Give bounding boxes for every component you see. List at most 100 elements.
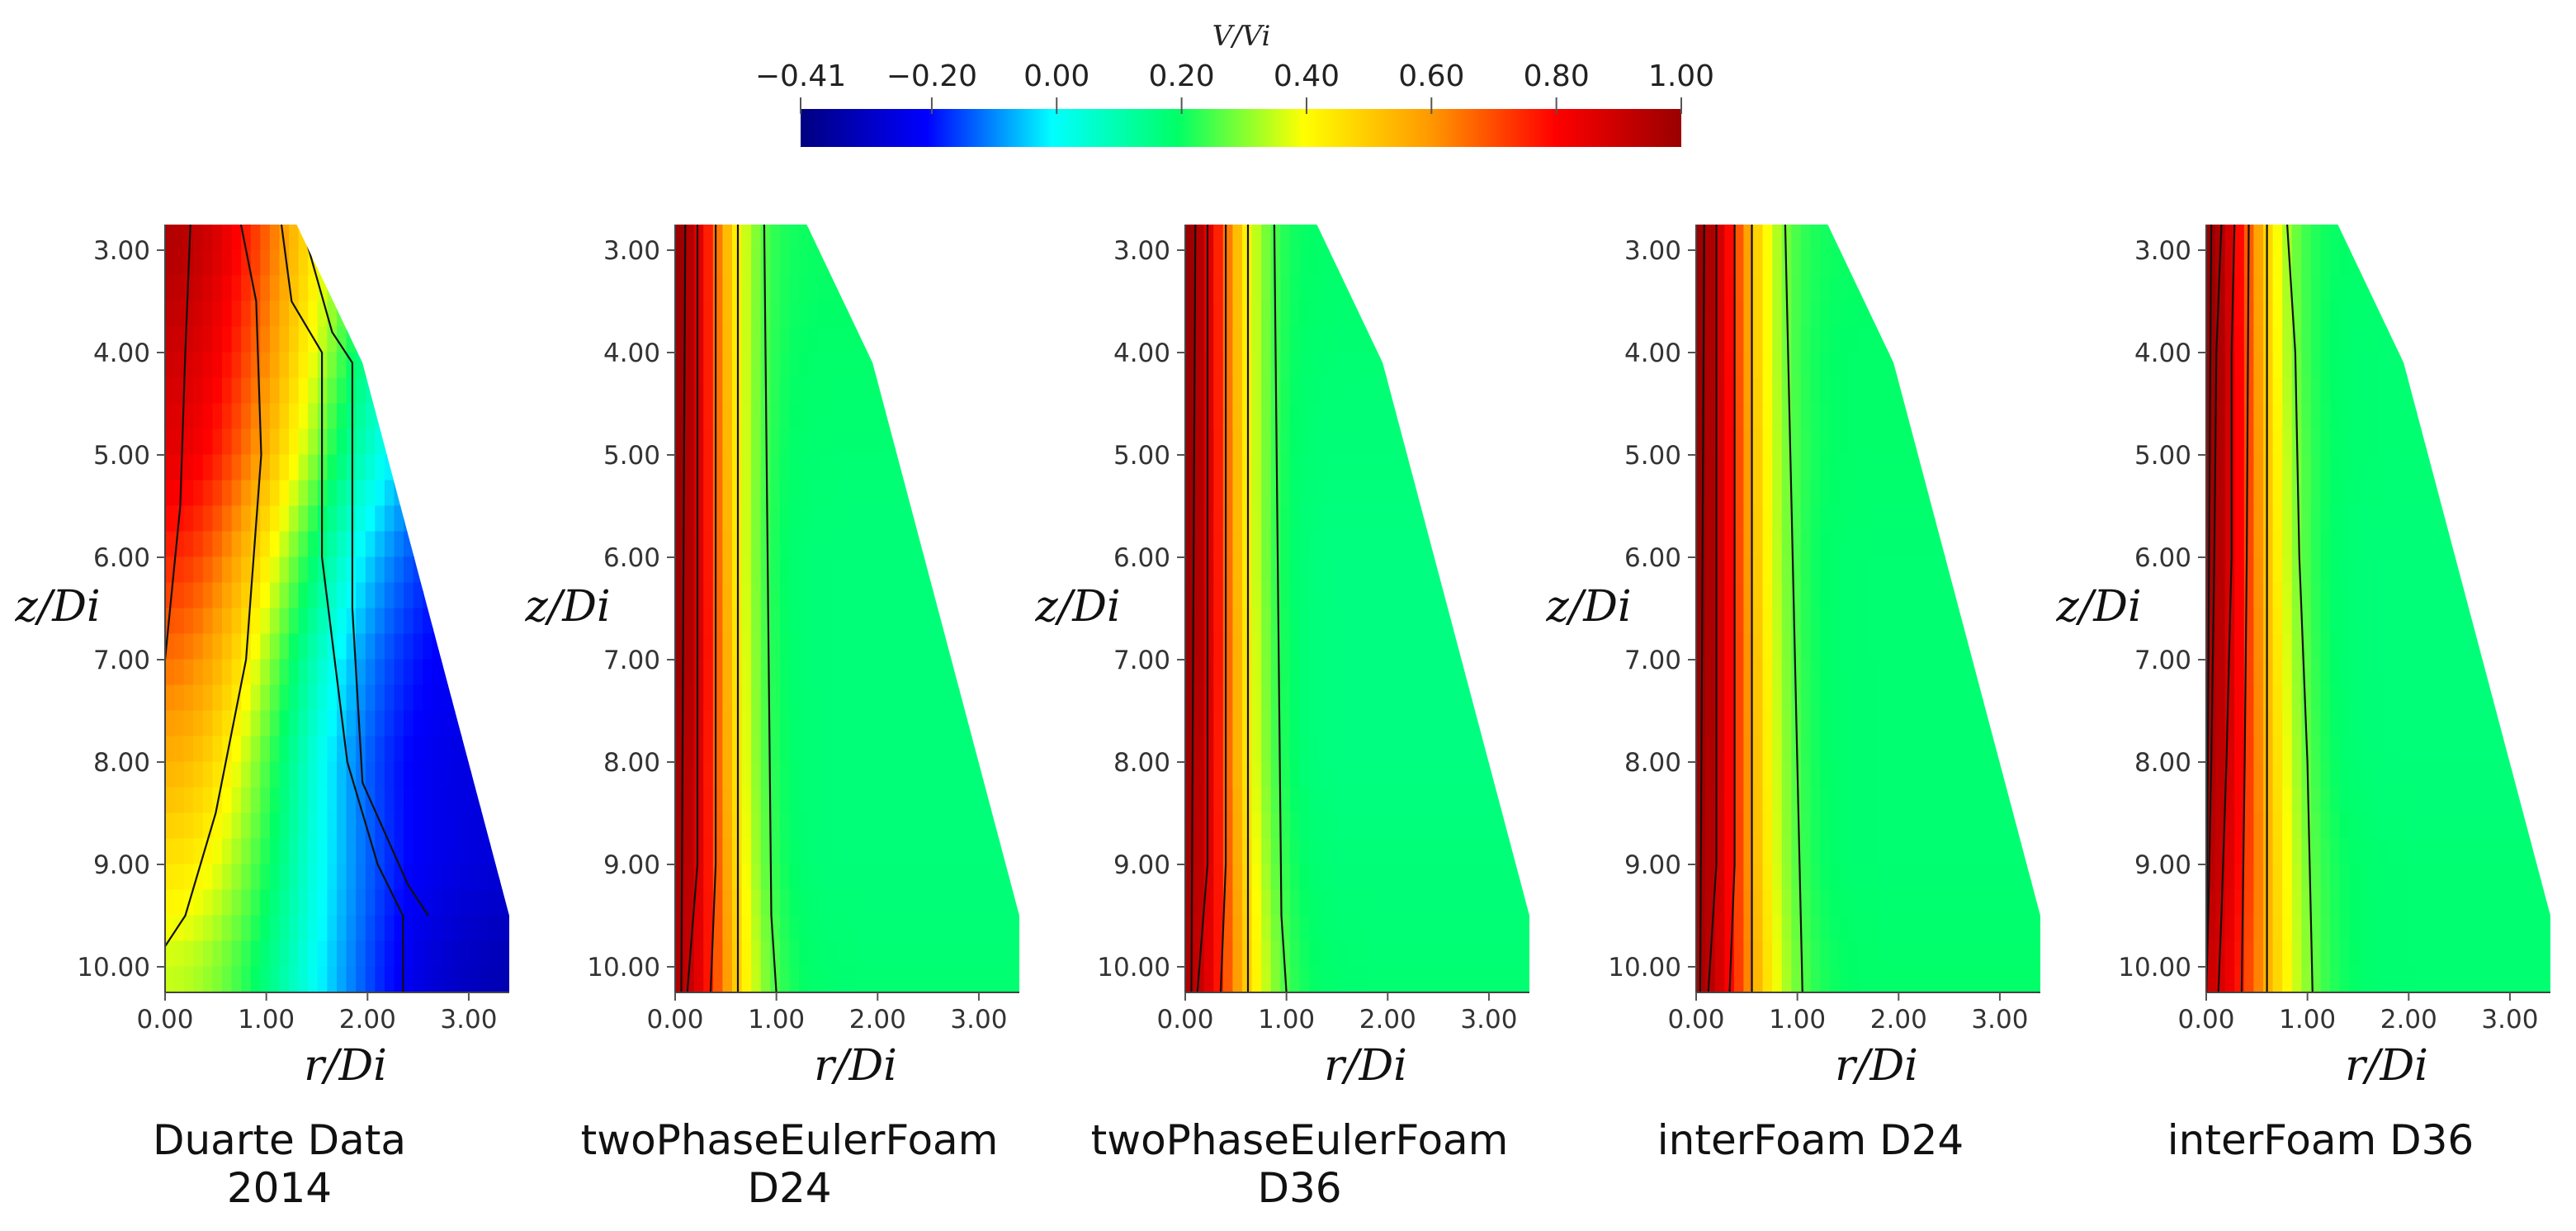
heatmap-cell bbox=[1935, 812, 1945, 840]
heatmap-cell bbox=[1906, 326, 1917, 353]
heatmap-cell bbox=[269, 403, 281, 430]
heatmap-cell bbox=[442, 403, 453, 430]
heatmap-cell bbox=[298, 940, 310, 968]
y-tick-label: 10.00 bbox=[1608, 953, 1681, 982]
heatmap-cell bbox=[346, 915, 357, 942]
heatmap-cell bbox=[1472, 326, 1482, 353]
heatmap-cell bbox=[1385, 838, 1397, 865]
heatmap-cell bbox=[875, 710, 886, 737]
heatmap-cell bbox=[1510, 608, 1521, 635]
heatmap-cell bbox=[2291, 275, 2303, 302]
heatmap-cell bbox=[847, 608, 858, 635]
heatmap-cell bbox=[1963, 531, 1974, 558]
heatmap-cell bbox=[904, 710, 915, 737]
heatmap-cell bbox=[1696, 556, 1707, 584]
heatmap-cell bbox=[1800, 428, 1812, 456]
heatmap-cell bbox=[1261, 275, 1272, 302]
heatmap-cell bbox=[703, 915, 715, 942]
heatmap-cell bbox=[1733, 940, 1745, 968]
heatmap-cell bbox=[1328, 505, 1340, 533]
heatmap-cell bbox=[231, 659, 243, 686]
heatmap-cell bbox=[1810, 864, 1822, 891]
heatmap-cell bbox=[808, 838, 820, 865]
heatmap-cell bbox=[2243, 403, 2255, 430]
heatmap-cell bbox=[1347, 864, 1359, 891]
heatmap-cell bbox=[847, 556, 858, 584]
heatmap-cell bbox=[1705, 736, 1716, 763]
heatmap-cell bbox=[1194, 787, 1205, 814]
heatmap-cell bbox=[1906, 352, 1917, 379]
y-tick-label: 9.00 bbox=[603, 850, 660, 880]
heatmap-cell bbox=[827, 736, 839, 763]
heatmap-cell bbox=[1270, 608, 1282, 635]
heatmap-cell bbox=[990, 812, 1001, 840]
heatmap-cell bbox=[470, 966, 481, 992]
heatmap-cell bbox=[981, 684, 991, 712]
heatmap-cell bbox=[1395, 684, 1406, 712]
heatmap-cell bbox=[914, 326, 924, 353]
heatmap-cell bbox=[1944, 505, 1955, 533]
heatmap-cell bbox=[779, 710, 791, 737]
heatmap-cell bbox=[2368, 428, 2380, 456]
heatmap-cell bbox=[923, 352, 934, 379]
heatmap-cell bbox=[1472, 352, 1482, 379]
heatmap-cell bbox=[1328, 915, 1340, 942]
heatmap-cell bbox=[1954, 582, 1965, 609]
heatmap-cell bbox=[260, 684, 272, 712]
heatmap-cell bbox=[712, 608, 724, 635]
heatmap-cell bbox=[751, 684, 762, 712]
heatmap-cell bbox=[1404, 505, 1416, 533]
heatmap-cell bbox=[1992, 403, 2003, 430]
heatmap-cell bbox=[2021, 864, 2032, 891]
heatmap-cell bbox=[1973, 505, 1984, 533]
heatmap-cell bbox=[1733, 812, 1745, 840]
heatmap-cell bbox=[2320, 480, 2332, 507]
heatmap-cell bbox=[375, 838, 386, 865]
heatmap-cell bbox=[1810, 710, 1822, 737]
heatmap-cell bbox=[2416, 403, 2427, 430]
heatmap-cell bbox=[2234, 326, 2246, 353]
heatmap-cell bbox=[222, 454, 233, 481]
heatmap-cell bbox=[1963, 966, 1974, 992]
heatmap-cell bbox=[1222, 301, 1234, 328]
heatmap-cell bbox=[165, 377, 176, 405]
heatmap-cell bbox=[1328, 812, 1340, 840]
heatmap-cell bbox=[174, 582, 185, 609]
heatmap-cell bbox=[1009, 761, 1019, 788]
heatmap-cell bbox=[222, 684, 233, 712]
heatmap-cell bbox=[499, 710, 509, 737]
heatmap-cell bbox=[2253, 249, 2265, 277]
heatmap-cell bbox=[1232, 633, 1244, 660]
heatmap-cell bbox=[375, 428, 386, 456]
heatmap-cell bbox=[789, 787, 801, 814]
heatmap-cell bbox=[356, 480, 366, 507]
heatmap-cell bbox=[1714, 940, 1726, 968]
heatmap-cell bbox=[1222, 761, 1234, 788]
heatmap-cell bbox=[260, 480, 272, 507]
heatmap-cell bbox=[222, 505, 233, 533]
heatmap-cell bbox=[1251, 608, 1263, 635]
heatmap-cell bbox=[1781, 556, 1793, 584]
heatmap-cell bbox=[1443, 864, 1454, 891]
heatmap-cell bbox=[279, 889, 291, 916]
heatmap-cell bbox=[375, 787, 386, 814]
heatmap-cell bbox=[499, 326, 509, 353]
heatmap-cell bbox=[1963, 275, 1974, 302]
heatmap-cell bbox=[2002, 787, 2012, 814]
heatmap-cell bbox=[1395, 326, 1406, 353]
heatmap-cell bbox=[1925, 377, 1936, 405]
heatmap-cell bbox=[1194, 889, 1205, 916]
heatmap-cell bbox=[1887, 889, 1898, 916]
heatmap-cell bbox=[1194, 505, 1205, 533]
heatmap-cell bbox=[1009, 301, 1019, 328]
heatmap-cell bbox=[1887, 505, 1898, 533]
heatmap-cell bbox=[337, 633, 347, 660]
heatmap-cell bbox=[1299, 301, 1311, 328]
heatmap-cell bbox=[1820, 403, 1831, 430]
heatmap-cell bbox=[2030, 275, 2040, 302]
heatmap-cell bbox=[1810, 454, 1822, 481]
heatmap-cell bbox=[394, 403, 405, 430]
heatmap-cell bbox=[202, 480, 214, 507]
heatmap-cell bbox=[885, 915, 896, 942]
